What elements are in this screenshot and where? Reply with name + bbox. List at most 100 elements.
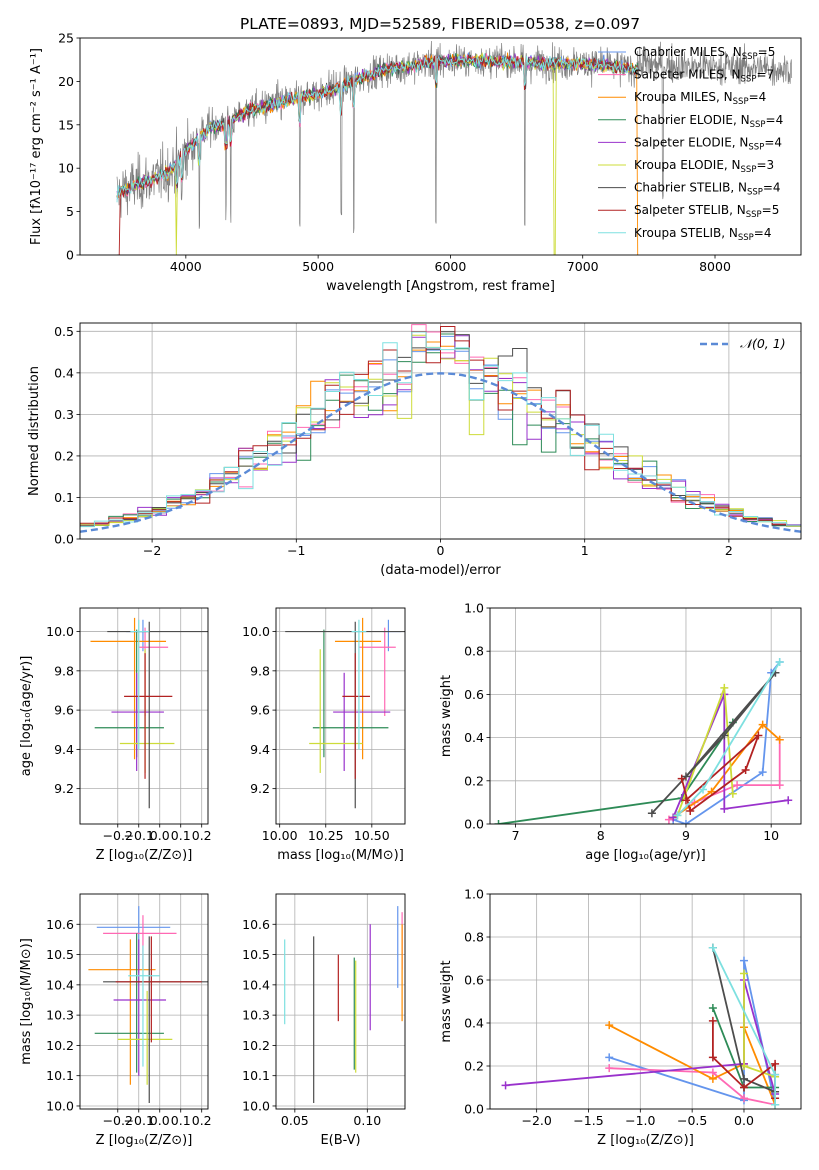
y-axis-label: age [log₁₀(age/yr)]: [19, 656, 34, 777]
y-tick-label: 10.1: [46, 1068, 74, 1083]
errorbar-point: [312, 629, 389, 758]
errorbar-point: [107, 621, 208, 809]
mass-weight-marker: [708, 1016, 717, 1025]
axes-mass-z: −0.2−0.10.0 0.1 0.2 10.0 10.1 10.2 10.3 10.4 10.…: [19, 893, 212, 1148]
legend-n: =4: [749, 90, 767, 104]
x-tick-label: −2: [143, 543, 161, 558]
mass-weight-marker: [681, 772, 690, 781]
y-tick-label: 5: [66, 204, 74, 219]
axes-age-z: −0.2−0.10.0 0.1 0.2 9.2 9.4 9.6 9.8 10.0 Z [log₁…: [19, 607, 212, 863]
y-tick-label: 9.2: [250, 781, 270, 796]
errorbar-point: [94, 933, 164, 1073]
axes-frame: [79, 607, 209, 825]
legend-sub: SSP: [750, 120, 766, 130]
mass-weight-marker: [775, 781, 784, 790]
plot-area-age-mass: [285, 617, 405, 809]
histogram-step: [80, 326, 801, 526]
mass-weight-marker: [494, 820, 503, 824]
x-tick-label: 10: [763, 828, 779, 843]
axes-mass-weight-age: 7 8 9 10 0.0 0.2 0.4 0.6 0.8 1.0 age [log₁₀(age/yr…: [439, 601, 802, 863]
plot-area-residuals: [80, 324, 801, 533]
errorbar-point: [103, 936, 208, 1103]
x-axis-label: Z [log₁₀(Z/Z⊙)]: [96, 1133, 193, 1148]
x-tick-label: −0.5: [677, 1113, 707, 1128]
axes-age-mass: 10.00 10.25 10.50 9.2 9.4 9.6 9.8 10.0 mass [log…: [242, 607, 406, 863]
y-axis-label: mass weight: [439, 675, 454, 757]
mass-weight-marker: [720, 731, 729, 740]
y-tick-label: 0.6: [464, 973, 484, 988]
errorbar-point: [94, 629, 164, 758]
plot-area-mass-z: [88, 906, 208, 1103]
spectrum-model-line: [116, 53, 639, 198]
x-tick-label: 0.10: [353, 1113, 381, 1128]
mass-weight-marker: [686, 807, 695, 816]
x-tick-label: 5000: [302, 259, 334, 274]
mass-weight-marker: [728, 789, 737, 798]
legend-sub: SSP: [741, 165, 757, 175]
legend-name: Chabrier ELODIE, N: [634, 113, 750, 127]
errorbar-point: [130, 619, 150, 750]
x-tick-label: 9: [682, 828, 690, 843]
x-tick-label: 7000: [567, 259, 599, 274]
x-tick-label: −0.1: [124, 828, 154, 843]
errorbar-point: [128, 945, 160, 1067]
legend-n: =5: [762, 203, 780, 217]
grid-mass-weight-z: [490, 893, 801, 1110]
mass-weight-marker: [501, 1081, 510, 1090]
y-tick-label: 0.0: [464, 1102, 484, 1117]
mass-weight-marker: [669, 813, 678, 822]
x-tick-label: 4000: [170, 259, 202, 274]
y-axis-label: mass weight: [439, 960, 454, 1042]
plot-area-mass-weight-z: [501, 943, 780, 1109]
y-tick-label: 0.4: [464, 1016, 484, 1031]
figure-title: PLATE=0893, MJD=52589, FIBERID=0538, z=0…: [240, 15, 640, 33]
legend-label: Salpeter STELIB, NSSP=5: [634, 203, 779, 220]
histogram-step: [80, 331, 801, 528]
legend-n: =4: [763, 181, 781, 195]
errorbar-point: [115, 936, 202, 1043]
mass-weight-marker: [741, 766, 750, 774]
y-tick-label: 0.0: [54, 532, 74, 547]
x-tick-label: 0.0: [150, 828, 170, 843]
panel-mass-weight-z: −2.0 −1.5 −1.0 −0.5 0.0 0.0 0.2 0.4 0.6 0.8 1.0 Z […: [439, 887, 802, 1148]
y-tick-label: 0.1: [54, 490, 74, 505]
y-tick-label: 0.2: [464, 773, 484, 788]
x-tick-label: 0.1: [171, 828, 191, 843]
grid-age-z: [80, 608, 208, 824]
y-tick-label: 9.4: [54, 742, 74, 757]
mass-weight-marker: [677, 774, 686, 783]
y-tick-label: 10.0: [242, 1098, 270, 1113]
mass-weight-marker: [733, 781, 742, 790]
x-tick-label: 0.05: [281, 1113, 309, 1128]
errorbar-point: [382, 619, 402, 652]
legend-sub: SSP: [742, 52, 758, 62]
x-tick-label: 1: [581, 543, 589, 558]
axes-spectrum: 4000 5000 6000 7000 8000 0 5 10 15 20 25 wavelength…: [29, 31, 802, 294]
legend-label: Kroupa ELODIE, NSSP=3: [634, 158, 774, 175]
mass-weight-marker: [664, 815, 673, 824]
panel-age-z: −0.2−0.10.0 0.1 0.2 9.2 9.4 9.6 9.8 10.0 Z [log₁…: [19, 607, 212, 863]
legend-sub: SSP: [746, 210, 762, 220]
errorbar-point: [334, 617, 382, 760]
y-tick-label: 10.2: [242, 1038, 270, 1053]
x-tick-label: 0.2: [192, 828, 212, 843]
panel-mass-ebv: 0.05 0.10 10.0 10.1 10.2 10.3 10.4 10.5 10.6 E(B-…: [242, 893, 406, 1148]
y-tick-label: 20: [58, 74, 74, 89]
axes-frame: [275, 607, 406, 825]
y-tick-label: 9.8: [250, 663, 270, 678]
mass-weight-marker: [758, 720, 767, 729]
grid-age-mass: [276, 608, 405, 824]
y-tick-label: 9.6: [250, 703, 270, 718]
errorbar-point: [117, 990, 173, 1085]
mass-weight-marker: [739, 1094, 748, 1103]
plot-area-age-z: [90, 617, 208, 809]
y-tick-label: 0.4: [464, 730, 484, 745]
y-tick-label: 0.8: [464, 930, 484, 945]
errorbar-point: [119, 649, 175, 773]
errorbar-point: [358, 627, 396, 716]
errorbar-point: [90, 617, 167, 760]
y-tick-label: 9.8: [54, 663, 74, 678]
legend-name: Kroupa MILES, N: [634, 90, 733, 104]
y-axis-label: mass [log₁₀(M/M⊙)]: [19, 938, 34, 1065]
mass-weight-marker: [720, 683, 729, 692]
